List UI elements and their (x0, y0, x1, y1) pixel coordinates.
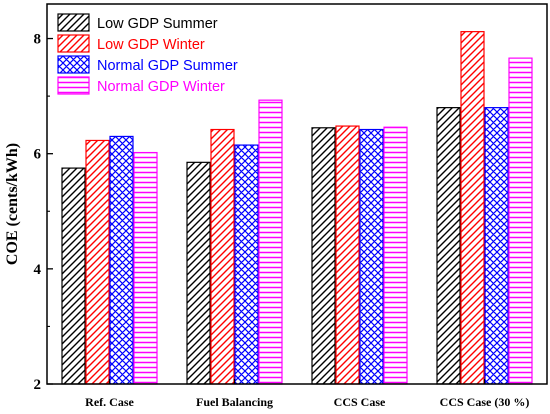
legend-label-low-gdp-winter: Low GDP Winter (97, 37, 205, 53)
bar-normal-gdp-summer-1 (109, 135, 134, 385)
legend-swatch-low-gdp-winter (57, 34, 90, 53)
x-category-label: Fuel Balancing (196, 395, 273, 409)
y-axis-title: COE (cents/kWh) (4, 143, 21, 265)
bar-normal-gdp-winter-1 (133, 151, 158, 385)
bar-normal-gdp-summer-3 (359, 128, 384, 385)
legend-label-low-gdp-summer: Low GDP Summer (97, 16, 218, 32)
bar-normal-gdp-winter-4 (508, 57, 533, 385)
y-tick-label: 4 (34, 262, 42, 278)
bar-low-gdp-summer-2 (186, 161, 211, 385)
legend-swatch-normal-gdp-summer (57, 55, 90, 74)
plot-frame (46, 3, 548, 385)
bar-normal-gdp-winter-3 (383, 126, 408, 385)
bar-low-gdp-winter-2 (210, 128, 235, 385)
x-category-label: CCS Case (334, 395, 386, 409)
x-axis: Ref. Case Fuel Balancing CCS Case CCS Case … (85, 379, 529, 409)
bar-low-gdp-summer-4 (436, 107, 461, 385)
y-axis: 2 4 6 8 (34, 32, 53, 393)
x-category-label: CCS Case (30 %) (440, 395, 530, 409)
y-tick-label: 2 (34, 377, 42, 393)
bar-low-gdp-winter-4 (460, 31, 485, 385)
legend-swatch-low-gdp-summer (57, 13, 90, 32)
bar-normal-gdp-summer-2 (234, 144, 259, 385)
bar-low-gdp-summer-3 (311, 127, 336, 385)
bar-normal-gdp-winter-2 (258, 99, 283, 385)
y-tick-label: 8 (34, 32, 42, 48)
legend-label-normal-gdp-summer: Normal GDP Summer (97, 58, 238, 74)
bars-layer (61, 31, 533, 385)
bar-normal-gdp-summer-4 (484, 107, 509, 385)
y-tick-label: 6 (34, 147, 42, 163)
legend: Low GDP Summer Low GDP Winter Normal GDP S… (57, 13, 238, 95)
bar-low-gdp-winter-3 (335, 125, 360, 385)
legend-label-normal-gdp-winter: Normal GDP Winter (97, 79, 225, 95)
bar-low-gdp-winter-1 (85, 139, 110, 385)
legend-swatch-normal-gdp-winter (57, 76, 90, 95)
bar-low-gdp-summer-1 (61, 167, 86, 385)
x-category-label: Ref. Case (85, 395, 134, 409)
